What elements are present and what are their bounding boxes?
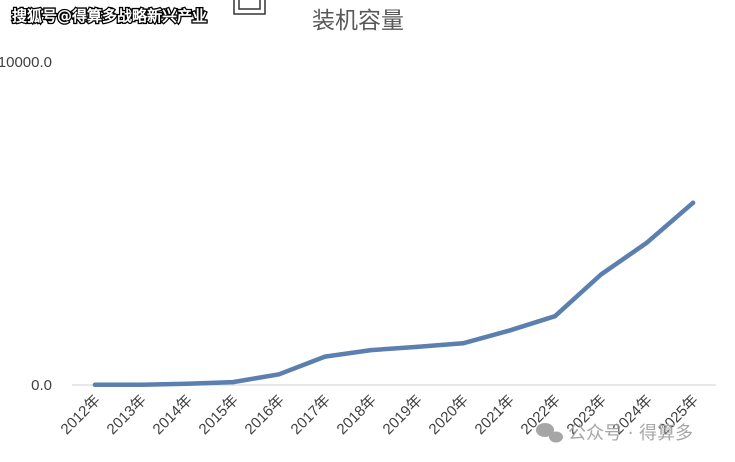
data-point-10 <box>552 314 558 319</box>
data-point-5 <box>322 354 328 359</box>
data-point-9 <box>506 328 512 333</box>
y-tick-label-zero: 0.0 <box>31 377 52 394</box>
x-tick-label-0: 2012年 <box>58 392 104 438</box>
chart-title: 装机容量 <box>312 8 404 34</box>
data-point-12 <box>644 240 650 245</box>
x-tick-label-2: 2014年 <box>150 392 196 438</box>
data-point-0 <box>92 382 98 387</box>
x-tick-label-1: 2013年 <box>104 392 150 438</box>
data-point-8 <box>460 341 466 346</box>
x-tick-label-4: 2016年 <box>242 392 288 438</box>
series-line <box>92 200 696 388</box>
watermark-top-left: 搜狐号@得算多战略新兴产业 <box>12 7 207 25</box>
y-tick-label-max: 10000.0 <box>0 54 52 71</box>
data-point-13 <box>690 200 696 205</box>
x-tick-label-6: 2018年 <box>334 392 380 438</box>
data-point-6 <box>368 347 374 353</box>
watermark-bottom-text: 公众号 · 得算多 <box>568 423 693 444</box>
x-tick-label-7: 2019年 <box>380 392 426 438</box>
data-point-7 <box>414 344 420 350</box>
data-point-11 <box>598 272 604 277</box>
x-tick-label-3: 2015年 <box>196 392 242 438</box>
data-point-2 <box>184 381 190 386</box>
x-tick-label-9: 2021年 <box>472 392 518 438</box>
data-point-4 <box>276 372 282 377</box>
data-point-3 <box>230 379 236 385</box>
x-tick-label-8: 2020年 <box>426 392 472 438</box>
watermark-bottom-right: 公众号 · 得算多 <box>536 423 693 444</box>
data-point-1 <box>138 382 144 387</box>
x-tick-label-5: 2017年 <box>288 392 334 438</box>
logo-icon <box>233 0 266 15</box>
wechat-icon <box>536 423 563 443</box>
